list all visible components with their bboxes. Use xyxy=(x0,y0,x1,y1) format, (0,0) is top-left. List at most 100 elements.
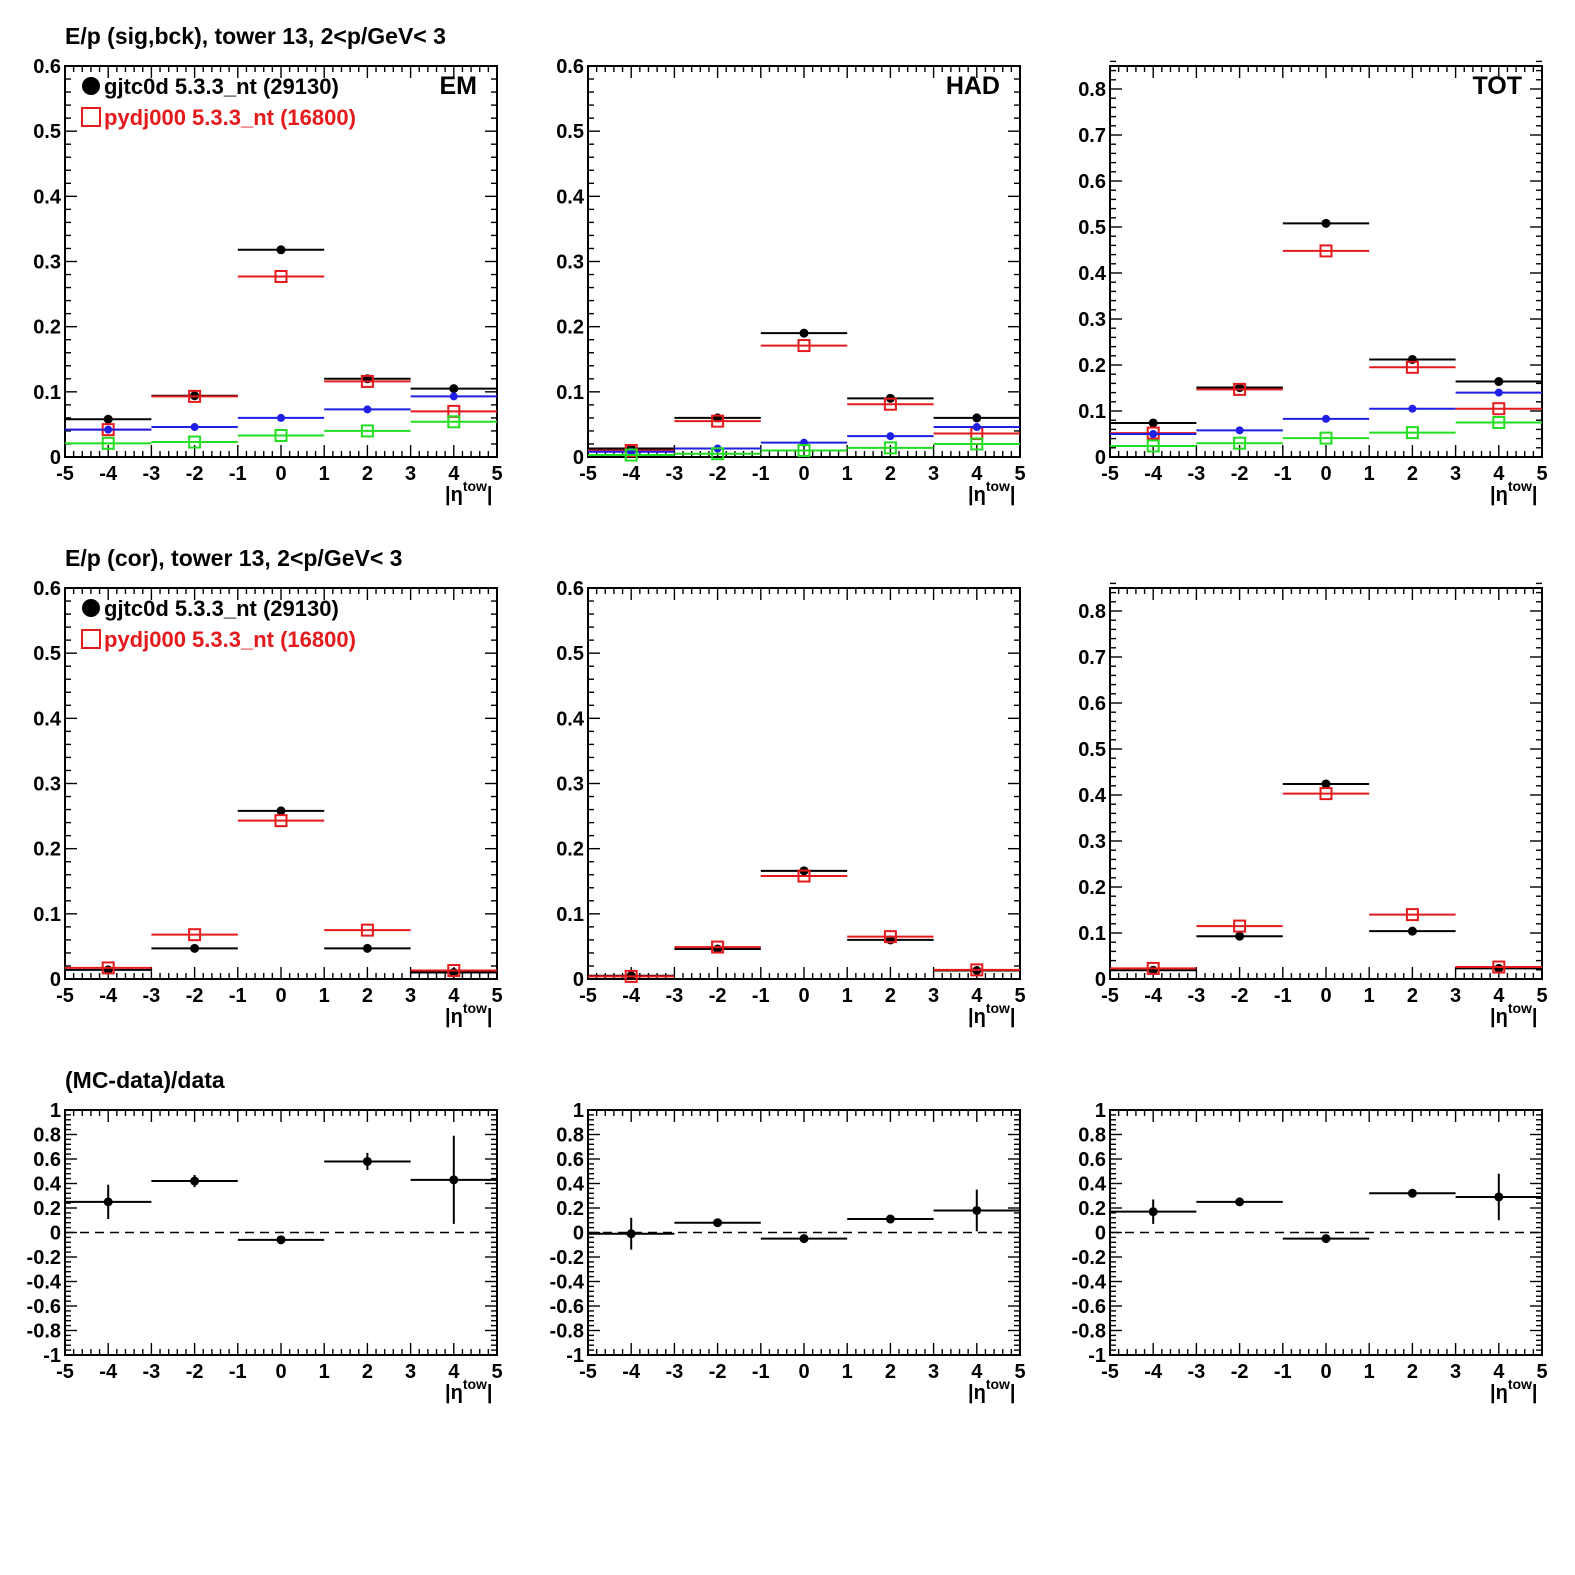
x-tick-label: -3 xyxy=(666,463,684,485)
y-tick-label: -0.2 xyxy=(1072,1247,1106,1269)
y-tick-label: -0.8 xyxy=(27,1321,61,1343)
x-tick-label: -1 xyxy=(1274,463,1292,485)
legend: gjtc0d 5.3.3_nt (29130) pydj000 5.3.3_nt … xyxy=(81,596,356,652)
marker-square xyxy=(447,415,461,429)
x-ticks xyxy=(64,588,498,979)
y-tick-label: 0.2 xyxy=(556,1198,584,1220)
marker-circle xyxy=(449,384,459,394)
y-tick-label: -0.4 xyxy=(1072,1272,1107,1294)
plot-frame xyxy=(1109,65,1543,458)
data-point xyxy=(588,1217,675,1250)
x-tick-label: 5 xyxy=(1536,1361,1547,1383)
x-axis-label-main: |η xyxy=(1490,484,1508,506)
x-tick-label: 3 xyxy=(928,463,939,485)
x-tick-label: -2 xyxy=(186,1361,204,1383)
x-tick-label: -5 xyxy=(56,985,74,1007)
data-point xyxy=(1282,779,1370,789)
marker-circle xyxy=(449,1175,459,1185)
series-3 xyxy=(1110,416,1542,453)
x-tick-label: -1 xyxy=(752,1361,770,1383)
x-tick-label: -1 xyxy=(229,985,247,1007)
x-tick-label: -1 xyxy=(752,463,770,485)
x-tick-label: -5 xyxy=(1101,985,1119,1007)
y-tick-label: 0 xyxy=(573,969,584,991)
x-tick-label: -3 xyxy=(1188,463,1206,485)
x-tick-label: 3 xyxy=(1450,1361,1461,1383)
x-tick-label: -4 xyxy=(622,985,641,1007)
y-tick-label: -0.4 xyxy=(27,1272,62,1294)
x-tick-label: 3 xyxy=(928,1361,939,1383)
y-tick-label: 0.8 xyxy=(1078,79,1106,101)
data-point xyxy=(847,930,934,944)
data-point xyxy=(588,969,675,983)
x-axis-label-end: | xyxy=(1010,1382,1016,1404)
y-ticks xyxy=(588,587,1020,980)
x-tick-label: 0 xyxy=(798,463,809,485)
y-ticks xyxy=(1110,60,1542,458)
y-tick-label: 0.4 xyxy=(33,708,62,730)
data-point xyxy=(65,414,152,424)
y-tick-label: 0 xyxy=(1095,1223,1106,1245)
data-point xyxy=(674,1218,761,1228)
marker-circle xyxy=(626,1229,636,1239)
x-axis-label: |ηtow| xyxy=(445,1000,493,1028)
x-tick-label: 1 xyxy=(1364,463,1375,485)
series-2 xyxy=(65,392,497,434)
marker-square xyxy=(1405,908,1419,922)
marker-circle xyxy=(886,432,895,441)
y-tick-label: 0 xyxy=(50,447,61,469)
data-point xyxy=(151,423,238,432)
data-point xyxy=(237,245,325,255)
y-tick-label: 0.1 xyxy=(1078,923,1106,945)
x-tick-label: -1 xyxy=(1274,985,1292,1007)
marker-circle xyxy=(1321,779,1331,789)
marker-square xyxy=(188,435,202,449)
x-axis-label-main: |η xyxy=(968,1382,986,1404)
y-tick-label: -0.6 xyxy=(27,1296,61,1318)
legend-marker-square xyxy=(81,629,101,649)
marker-square xyxy=(1492,960,1506,974)
x-tick-label: 1 xyxy=(319,463,330,485)
x-tick-label: 2 xyxy=(362,985,373,1007)
data-point xyxy=(410,404,497,418)
legend-label: gjtc0d 5.3.3_nt (29130) xyxy=(104,596,339,621)
data-point xyxy=(588,448,675,462)
y-tick-label: 0.5 xyxy=(1078,739,1106,761)
series-0 xyxy=(588,866,1020,981)
y-tick-label: 0.3 xyxy=(1078,831,1106,853)
plot-grid: -5 -4 -3 -2 -1 0 1 2 3 4 500.10.20.30.40.50.6|ηtow… xyxy=(27,56,1548,1404)
y-tick-label: 0.4 xyxy=(1078,263,1107,285)
data-point xyxy=(1110,439,1197,453)
panel-cor-tot: -5 -4 -3 -2 -1 0 1 2 3 4 5 0 0.1 0.2 0.3 0.4 0.5 0.6 0.7 0.… xyxy=(1078,582,1548,1028)
x-tick-label: 5 xyxy=(1014,1361,1025,1383)
series-0 xyxy=(65,806,497,977)
data-point xyxy=(1110,961,1197,975)
x-axis-label-sup: tow xyxy=(463,1000,487,1016)
data-point xyxy=(760,443,848,457)
y-tick-label: -0.6 xyxy=(1072,1296,1106,1318)
x-axis-label-end: | xyxy=(1532,1006,1538,1028)
marker-circle xyxy=(799,328,809,338)
x-tick-label: 0 xyxy=(275,1361,286,1383)
marker-circle xyxy=(449,392,458,401)
y-tick-label: 0.6 xyxy=(33,1149,61,1171)
x-tick-label: 3 xyxy=(1450,985,1461,1007)
x-axis-label-end: | xyxy=(487,484,493,506)
marker-square xyxy=(1233,382,1247,396)
marker-square xyxy=(1233,436,1247,450)
y-tick-label: 0.5 xyxy=(33,121,61,143)
data-point xyxy=(847,1214,934,1224)
data-point xyxy=(1196,436,1283,450)
marker-circle xyxy=(885,1214,895,1224)
data-point xyxy=(1196,931,1283,941)
marker-circle xyxy=(799,1234,809,1244)
data-point xyxy=(151,943,238,953)
data-point xyxy=(1196,1197,1283,1207)
x-tick-label: 4 xyxy=(971,463,983,485)
marker-square xyxy=(711,940,725,954)
marker-circle xyxy=(1148,1207,1158,1217)
panel-ratio-em: -5 -4 -3 -2 -1 0 1 2 3 4 5-1-0.8-0.6-0.4-0.200.20.… xyxy=(27,1100,503,1404)
y-tick-label: 0.2 xyxy=(33,317,61,339)
x-axis-label-end: | xyxy=(1532,484,1538,506)
x-axis-label-main: |η xyxy=(1490,1382,1508,1404)
